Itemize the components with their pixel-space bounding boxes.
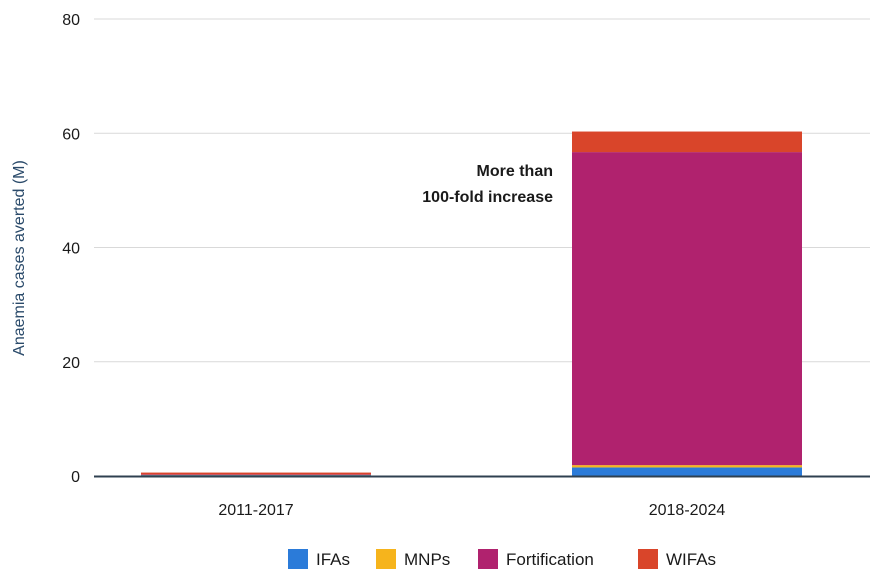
x-tick-label: 2018-2024 [649,502,726,519]
legend-label: MNPs [404,550,450,569]
bar-segment-mnps [572,465,802,468]
legend-swatch [376,549,396,569]
y-tick-label: 40 [62,241,80,258]
bar-segment-ifas [572,467,802,476]
legend-swatch [288,549,308,569]
annotation-line-2: 100-fold increase [422,189,553,206]
y-axis-ticks: 0 20 40 60 80 [62,12,80,486]
bars [141,131,802,476]
legend-label: Fortification [506,550,594,569]
y-tick-label: 60 [62,126,80,143]
legend-label: WIFAs [666,550,716,569]
annotation: More than 100-fold increase [422,163,553,206]
legend-item: MNPs [376,549,450,569]
legend-item: IFAs [288,549,350,569]
bar-segment-wifas [572,131,802,153]
y-axis-label: Anaemia cases averted (M) [11,160,28,356]
y-tick-label: 80 [62,12,80,29]
bar-segment-fortification [572,152,802,466]
legend: IFAs MNPs Fortification WIFAs [288,549,716,569]
bar-segment-fortification [141,474,371,475]
bar-segment-ifas [141,474,371,476]
legend-swatch [478,549,498,569]
bar-segment-wifas [141,472,371,475]
x-tick-label: 2011-2017 [218,502,293,519]
annotation-line-1: More than [477,163,553,180]
legend-item: WIFAs [638,549,716,569]
x-axis-ticks: 2011-2017 2018-2024 [218,502,725,519]
legend-label: IFAs [316,550,350,569]
legend-swatch [638,549,658,569]
y-tick-label: 0 [71,469,80,486]
legend-item: Fortification [478,549,594,569]
y-tick-label: 20 [62,355,80,372]
